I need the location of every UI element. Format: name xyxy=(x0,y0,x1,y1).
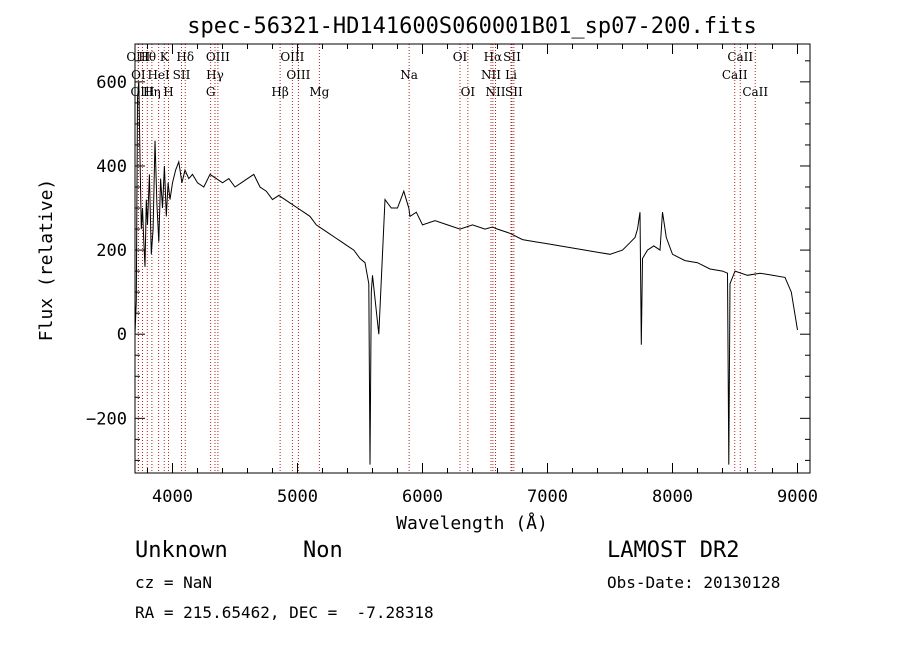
marker-label: Hβ xyxy=(271,85,288,99)
x-tick-label: 5000 xyxy=(277,487,318,507)
object-subclass: Non xyxy=(303,538,343,563)
marker-label: OI xyxy=(453,50,468,64)
y-axis-label: Flux (relative) xyxy=(36,179,57,342)
marker-label: Hθ xyxy=(138,50,156,64)
marker-label: OIII xyxy=(286,68,310,82)
marker-label: K xyxy=(160,50,170,64)
chart-title: spec-56321-HD141600S060001B01_sp07-200.f… xyxy=(187,14,757,39)
x-tick-label: 6000 xyxy=(402,487,443,507)
y-tick-label: 600 xyxy=(96,73,127,93)
y-tick-label: 400 xyxy=(96,157,127,177)
y-tick-label: 200 xyxy=(96,241,127,261)
marker-label: OI xyxy=(131,68,146,82)
observation-date: Obs-Date: 20130128 xyxy=(607,573,781,592)
marker-label: CaII xyxy=(727,50,753,64)
marker-label: Na xyxy=(400,68,418,82)
axes: 4000 5000 6000 7000 8000 9000 −200 0 200 400 600 xyxy=(86,44,818,507)
x-axis-label: Wavelength (Å) xyxy=(396,512,548,534)
x-tick-label: 7000 xyxy=(527,487,568,507)
spectrum-series xyxy=(134,81,798,465)
x-tick-label: 8000 xyxy=(652,487,693,507)
survey-name: LAMOST DR2 xyxy=(607,538,740,563)
object-class: Unknown xyxy=(135,538,228,563)
marker-label: CaII xyxy=(742,85,768,99)
x-tick-label: 4000 xyxy=(152,487,193,507)
sky-coordinates: RA = 215.65462, DEC = -7.28318 xyxy=(135,603,434,622)
marker-label: OIII xyxy=(206,50,230,64)
marker-label: NII xyxy=(486,85,506,99)
y-tick-label: 0 xyxy=(117,325,127,345)
marker-label: SII xyxy=(503,50,521,64)
marker-label: HeI xyxy=(147,68,170,82)
marker-label: NII xyxy=(481,68,501,82)
marker-label: G xyxy=(206,85,216,99)
marker-label: Hα xyxy=(484,50,503,64)
marker-label: Li xyxy=(505,68,517,82)
x-tick-label: 9000 xyxy=(777,487,818,507)
spectrum-line xyxy=(134,81,798,465)
y-tick-label: −200 xyxy=(86,409,127,429)
marker-label: Hη xyxy=(143,85,161,99)
marker-label: OIII xyxy=(280,50,304,64)
marker-label: Hγ xyxy=(206,68,224,82)
marker-label: Mg xyxy=(309,85,329,99)
plot-frame xyxy=(134,43,811,474)
marker-label: Hδ xyxy=(176,50,194,64)
marker-label: OI xyxy=(461,85,476,99)
marker-label: H xyxy=(163,85,173,99)
marker-label: OIII xyxy=(130,85,154,99)
marker-label: CaII xyxy=(722,68,748,82)
marker-label: SII xyxy=(505,85,523,99)
marker-label: SII xyxy=(173,68,191,82)
redshift-cz: cz = NaN xyxy=(135,573,213,592)
